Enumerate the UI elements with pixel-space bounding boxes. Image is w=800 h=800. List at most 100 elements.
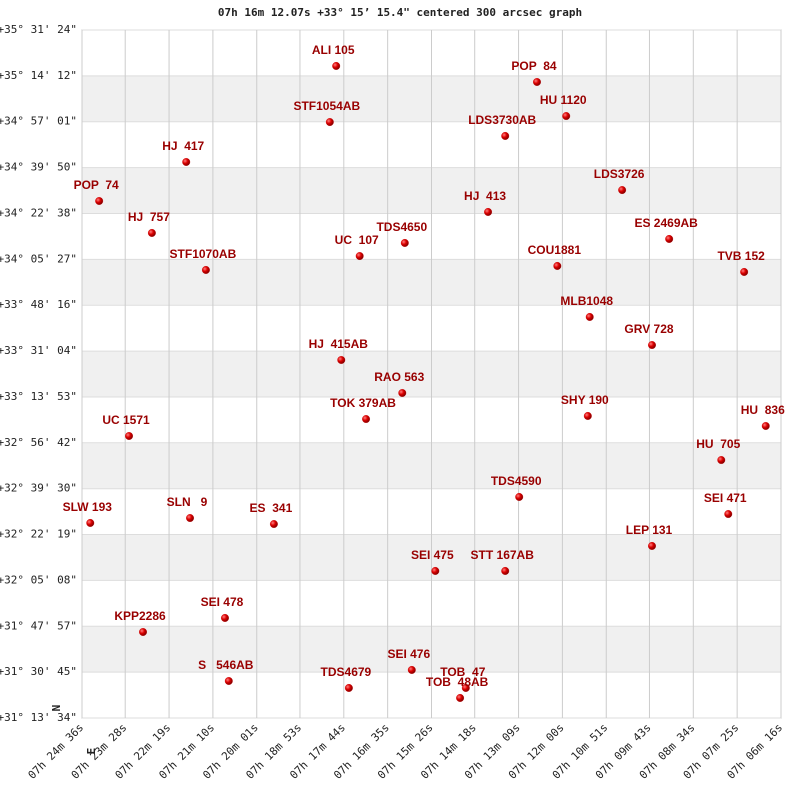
compass-label: N [50,705,63,712]
star-point [344,684,353,692]
star-point [533,78,541,86]
star-label: SHY 190 [561,393,609,407]
y-tick-label: +31° 47' 57" [0,619,77,632]
y-tick-label: +34° 22' 38" [0,206,77,219]
star-label: HJ 415AB [309,337,369,351]
star-label: COU1881 [528,243,582,257]
star-point [86,519,95,527]
y-tick-label: +34° 05' 27" [0,252,77,265]
star-point [182,158,191,166]
star-point [362,415,370,423]
star-point [553,262,562,270]
star-point [431,567,440,575]
star-point [355,252,364,260]
star-point [724,510,733,518]
star-label: TDS4650 [376,220,427,234]
star-point [407,666,416,674]
star-label: HU 836 [741,403,785,417]
y-tick-label: +35° 31' 24" [0,23,77,36]
star-point [325,118,334,126]
y-tick-label: +34° 57' 01" [0,115,77,128]
star-point [125,432,133,440]
star-point [562,112,571,120]
y-tick-label: +31° 13' 34" [0,711,77,724]
y-tick-label: +33° 48' 16" [0,298,77,311]
star-label: STT 167AB [471,548,535,562]
star-label: POP 74 [74,178,119,192]
star-label: S 546AB [198,658,254,672]
star-label: LDS3730AB [468,113,536,127]
star-label: ES 341 [250,501,293,515]
star-label: TDS4590 [491,474,542,488]
y-tick-label: +33° 31' 04" [0,344,77,357]
star-label: TVB 152 [717,249,765,263]
star-label: LEP 131 [626,523,673,537]
y-tick-label: +31° 30' 45" [0,665,77,678]
star-point [761,422,770,430]
star-label: UC 1571 [102,413,150,427]
y-tick-label: +33° 13' 53" [0,390,77,403]
compass-label: E [85,748,98,755]
star-label: KPP2286 [114,609,166,623]
star-point [398,389,407,397]
star-point [618,186,627,194]
star-label: UC 107 [335,233,379,247]
star-point [648,341,656,349]
star-label: HJ 413 [464,189,506,203]
star-label: MLB1048 [560,294,613,308]
star-point [583,412,592,420]
chart-title: 07h 16m 12.07s +33° 15’ 15.4" centered 3… [218,6,582,19]
star-label: SEI 476 [387,647,430,661]
star-label: HJ 417 [162,139,204,153]
star-point [332,62,341,70]
star-point [186,514,194,522]
star-label: TOK 379AB [330,396,396,410]
star-point [665,235,674,243]
star-label: SEI 471 [704,491,747,505]
star-point [740,268,749,276]
star-point [224,677,233,685]
star-point [484,208,493,216]
star-label: SEI 478 [201,595,244,609]
y-tick-label: +34° 39' 50" [0,161,77,174]
star-label: POP 84 [511,59,556,73]
star-point [461,684,470,692]
star-label: HU 705 [696,437,740,451]
star-point [139,628,147,636]
y-tick-label: +32° 56' 42" [0,436,77,449]
y-tick-label: +32° 39' 30" [0,482,77,495]
star-label: HJ 757 [128,210,170,224]
star-point [717,456,726,464]
star-label: HU 1120 [540,93,587,107]
y-tick-label: +32° 22' 19" [0,528,77,541]
star-label: TDS4679 [321,665,372,679]
star-label: TOB 47 [440,665,485,679]
star-point [95,197,104,205]
star-label: ES 2469AB [634,216,698,230]
star-label: ALI 105 [312,43,355,57]
star-label: SLW 193 [63,500,113,514]
star-point [501,132,510,140]
star-point [585,313,594,321]
star-point [400,239,409,247]
star-point [515,493,524,501]
star-label: SEI 475 [411,548,454,562]
star-point [201,266,210,274]
star-point [221,614,229,622]
star-label: RAO 563 [374,370,424,384]
star-label: STF1054AB [293,99,360,113]
star-label: SLN 9 [167,495,208,509]
star-label: TOB 48AB [426,675,489,689]
star-label: STF1070AB [170,247,237,261]
star-point [648,542,656,550]
star-label: LDS3726 [594,167,645,181]
star-point [269,520,278,528]
star-point [501,567,510,575]
star-point [147,229,156,237]
star-point [337,356,346,364]
y-tick-label: +32° 05' 08" [0,573,77,586]
star-point [456,694,465,702]
y-tick-label: +35° 14' 12" [0,69,77,82]
